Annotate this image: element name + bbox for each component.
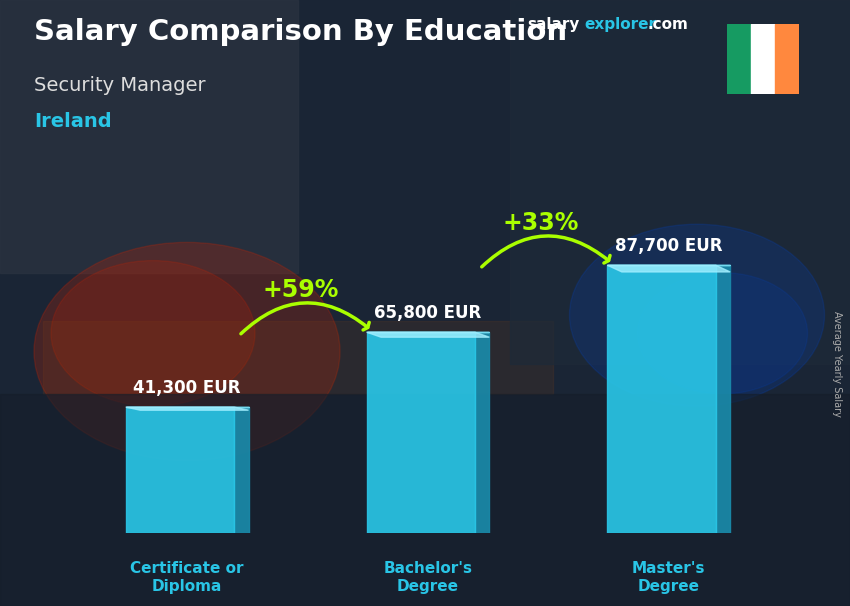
Polygon shape — [366, 332, 490, 337]
Text: 87,700 EUR: 87,700 EUR — [615, 237, 722, 255]
Bar — [366, 332, 475, 533]
Bar — [775, 24, 799, 94]
Polygon shape — [608, 265, 730, 272]
Bar — [751, 24, 775, 94]
Text: salary: salary — [527, 17, 580, 32]
Text: Master's
Degree: Master's Degree — [632, 561, 706, 594]
Text: +59%: +59% — [262, 278, 338, 302]
Text: .com: .com — [648, 17, 689, 32]
Polygon shape — [475, 332, 490, 533]
Circle shape — [638, 273, 808, 394]
Text: +33%: +33% — [503, 211, 580, 235]
Text: Salary Comparison By Education: Salary Comparison By Education — [34, 18, 567, 46]
Text: Certificate or
Diploma: Certificate or Diploma — [130, 561, 244, 594]
Bar — [727, 24, 751, 94]
Bar — [126, 407, 234, 533]
Circle shape — [34, 242, 340, 461]
Text: Average Yearly Salary: Average Yearly Salary — [832, 311, 842, 416]
FancyBboxPatch shape — [42, 321, 552, 394]
Text: Bachelor's
Degree: Bachelor's Degree — [383, 561, 473, 594]
Text: Security Manager: Security Manager — [34, 76, 206, 95]
Bar — [608, 265, 716, 533]
Polygon shape — [234, 407, 248, 533]
FancyBboxPatch shape — [0, 0, 298, 273]
Text: Ireland: Ireland — [34, 112, 111, 131]
Text: 41,300 EUR: 41,300 EUR — [133, 379, 241, 396]
FancyBboxPatch shape — [0, 394, 850, 606]
Circle shape — [51, 261, 255, 406]
FancyBboxPatch shape — [510, 0, 850, 364]
Circle shape — [570, 224, 824, 406]
Polygon shape — [716, 265, 730, 533]
Polygon shape — [126, 407, 248, 410]
Text: 65,800 EUR: 65,800 EUR — [374, 304, 482, 322]
Text: explorer: explorer — [585, 17, 657, 32]
